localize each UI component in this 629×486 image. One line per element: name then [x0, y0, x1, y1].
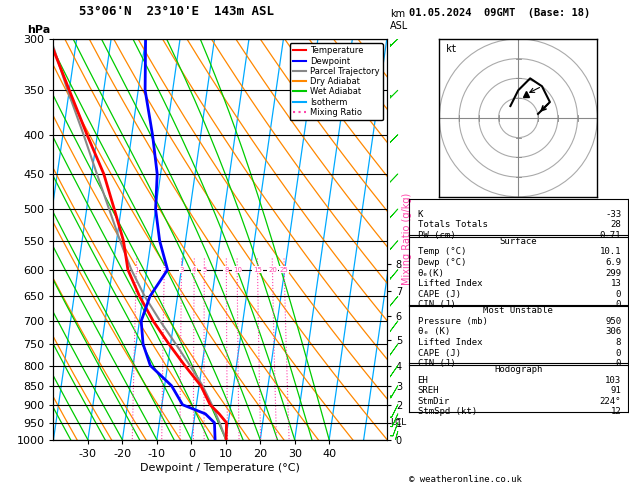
Text: 5: 5 [202, 267, 206, 273]
Text: StmDir: StmDir [418, 397, 450, 406]
Text: 6.9: 6.9 [605, 258, 621, 267]
Text: -33: -33 [605, 210, 621, 219]
Text: 8: 8 [224, 267, 228, 273]
Text: 20: 20 [268, 267, 277, 273]
Text: 53°06'N  23°10'E  143m ASL: 53°06'N 23°10'E 143m ASL [79, 5, 274, 18]
Text: Pressure (mb): Pressure (mb) [418, 317, 487, 326]
Text: K: K [418, 210, 423, 219]
Text: Lifted Index: Lifted Index [418, 338, 482, 347]
Text: θₑ(K): θₑ(K) [418, 269, 445, 278]
Text: 103: 103 [605, 376, 621, 384]
Text: CIN (J): CIN (J) [418, 300, 455, 310]
Text: 0: 0 [616, 290, 621, 299]
Text: 0: 0 [616, 348, 621, 358]
Text: θₑ (K): θₑ (K) [418, 328, 450, 336]
Text: 2: 2 [162, 267, 167, 273]
Text: km
ASL: km ASL [390, 9, 408, 31]
Text: LCL: LCL [390, 418, 406, 427]
Text: 01.05.2024  09GMT  (Base: 18): 01.05.2024 09GMT (Base: 18) [409, 8, 590, 18]
Text: 15: 15 [253, 267, 262, 273]
Legend: Temperature, Dewpoint, Parcel Trajectory, Dry Adiabat, Wet Adiabat, Isotherm, Mi: Temperature, Dewpoint, Parcel Trajectory… [290, 43, 382, 120]
Text: © weatheronline.co.uk: © weatheronline.co.uk [409, 474, 521, 484]
Text: 91: 91 [610, 386, 621, 395]
Text: Totals Totals: Totals Totals [418, 221, 487, 229]
Text: EH: EH [418, 376, 428, 384]
Text: StmSpd (kt): StmSpd (kt) [418, 407, 477, 417]
Text: 25: 25 [280, 267, 289, 273]
X-axis label: Dewpoint / Temperature (°C): Dewpoint / Temperature (°C) [140, 463, 300, 473]
Text: 10: 10 [233, 267, 242, 273]
Text: Temp (°C): Temp (°C) [418, 247, 466, 257]
Text: hPa: hPa [27, 25, 50, 35]
Text: CAPE (J): CAPE (J) [418, 348, 460, 358]
Text: 8: 8 [616, 338, 621, 347]
Text: 12: 12 [610, 407, 621, 417]
Text: Hodograph: Hodograph [494, 365, 542, 374]
Text: SREH: SREH [418, 386, 439, 395]
Text: 306: 306 [605, 328, 621, 336]
Text: 10.1: 10.1 [599, 247, 621, 257]
Text: Dewp (°C): Dewp (°C) [418, 258, 466, 267]
Text: 0.71: 0.71 [599, 231, 621, 240]
Text: 4: 4 [192, 267, 196, 273]
Text: Most Unstable: Most Unstable [483, 306, 554, 315]
Text: 0: 0 [616, 359, 621, 368]
Text: 224°: 224° [599, 397, 621, 406]
Text: Lifted Index: Lifted Index [418, 279, 482, 288]
Text: CIN (J): CIN (J) [418, 359, 455, 368]
Text: 28: 28 [610, 221, 621, 229]
Text: kt: kt [445, 44, 457, 53]
Text: Surface: Surface [499, 237, 537, 246]
Text: CAPE (J): CAPE (J) [418, 290, 460, 299]
Text: 950: 950 [605, 317, 621, 326]
Text: Mixing Ratio (g/kg): Mixing Ratio (g/kg) [402, 193, 412, 285]
Text: 3: 3 [179, 267, 184, 273]
Text: 0: 0 [616, 300, 621, 310]
Text: 13: 13 [610, 279, 621, 288]
Text: 1: 1 [134, 267, 138, 273]
Text: 299: 299 [605, 269, 621, 278]
Text: PW (cm): PW (cm) [418, 231, 455, 240]
